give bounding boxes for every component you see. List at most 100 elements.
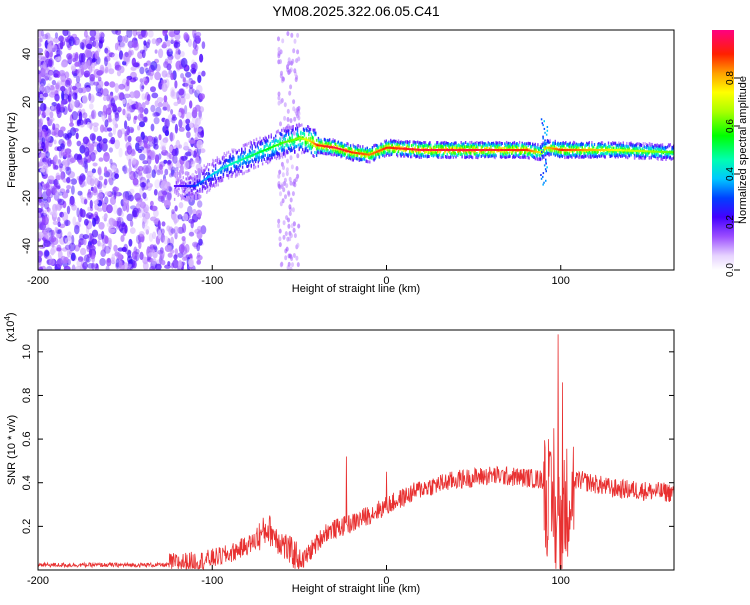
ridge-cell [275, 139, 277, 143]
noise-blob [170, 228, 176, 234]
ridge-cell [246, 143, 248, 147]
noise-blob [183, 141, 189, 150]
ridge-cell [254, 154, 257, 158]
ridge-cell [368, 155, 370, 159]
noise-blob [88, 232, 92, 242]
ridge-cell [195, 196, 198, 200]
ridge-cell [216, 160, 218, 164]
ridge-cell [188, 191, 191, 195]
ridge-cell [397, 139, 400, 143]
ridge-cell [247, 169, 249, 173]
ridge-core [309, 139, 311, 142]
noise-blob [47, 43, 53, 53]
ridge-cell [506, 151, 509, 155]
noise-blob [47, 175, 55, 182]
ridge-core [179, 185, 181, 187]
ridge-cell [424, 144, 426, 148]
noise-blob [114, 42, 119, 51]
ridge-cell [433, 145, 435, 149]
noise-blob [43, 229, 50, 239]
ridge-cell [428, 144, 430, 148]
ridge-cell [459, 153, 462, 156]
noise-blob [128, 158, 132, 167]
noise-blob [88, 249, 93, 256]
ridge-cell [428, 142, 430, 146]
noise-blob [169, 173, 173, 178]
noise-blob [90, 151, 96, 162]
ridge-cell [260, 148, 262, 151]
ridge-cell [505, 143, 507, 147]
noise-blob [195, 37, 201, 45]
noise-blob [127, 135, 132, 142]
ridge-core [217, 170, 219, 173]
ridge-core [377, 150, 379, 153]
noise-blob [174, 167, 179, 172]
noise-blob [113, 95, 119, 101]
noise-blob [61, 71, 65, 78]
noise-blob [58, 159, 61, 165]
ridge-cell [338, 148, 340, 152]
ridge-cell [321, 140, 323, 144]
ridge-cell [351, 149, 353, 153]
ridge-core [342, 148, 344, 151]
ridge-core [439, 149, 441, 151]
ridge-core [390, 146, 392, 149]
noise-blob [104, 166, 108, 174]
ridge-cell [309, 142, 312, 146]
ridge-core [249, 155, 251, 158]
noise-blob [81, 108, 86, 116]
noise-blob [98, 40, 103, 49]
noise-blob [290, 164, 294, 170]
ridge-cell [422, 144, 424, 148]
ridge-cell [449, 143, 451, 147]
ridge-cell [423, 141, 425, 144]
ridge-cell [424, 150, 427, 154]
ridge-cell [326, 139, 328, 143]
ridge-cell [471, 140, 473, 144]
ridge-core [418, 148, 420, 151]
ridge-cell [177, 191, 179, 194]
ridge-cell [288, 132, 290, 136]
ridge-cell [213, 164, 215, 168]
ridge-cell [410, 155, 412, 159]
ridge-cell [261, 162, 264, 166]
ridge-cell [174, 188, 177, 191]
ridge-cell [310, 151, 313, 155]
ridge-core [450, 149, 452, 151]
ridge-cell [388, 145, 390, 148]
ridge-cell [206, 190, 208, 194]
ridge-cell [190, 176, 192, 180]
noise-blob [60, 143, 65, 150]
ridge-cell [391, 143, 394, 147]
noise-blob [38, 59, 42, 67]
noise-blob [49, 235, 57, 243]
ridge-core [345, 149, 347, 152]
ridge-cell [286, 149, 288, 153]
ridge-cell [241, 165, 244, 169]
ridge-core [328, 145, 330, 148]
noise-blob [89, 73, 95, 82]
ridge-cell [513, 141, 516, 145]
ridge-cell [207, 172, 210, 175]
ridge-cell [285, 132, 287, 136]
noise-blob [199, 130, 204, 138]
ridge-cell [289, 137, 292, 141]
ridge-cell [215, 179, 218, 183]
ridge-cell [267, 157, 269, 161]
noise-blob [82, 94, 88, 105]
noise-blob [76, 259, 83, 267]
ridge-cell [230, 157, 232, 161]
ridge-core [398, 147, 400, 150]
ridge-core [243, 157, 245, 160]
ridge-core [295, 138, 297, 141]
ridge-cell [470, 145, 472, 149]
ridge-core [219, 169, 221, 172]
ridge-cell [288, 129, 290, 133]
noise-blob [151, 258, 157, 265]
noise-blob [190, 63, 196, 70]
ridge-cell [187, 172, 190, 176]
ridge-cell [324, 141, 326, 145]
ridge-cell [418, 152, 421, 156]
noise-blob [283, 115, 287, 121]
ridge-cell [376, 144, 379, 148]
